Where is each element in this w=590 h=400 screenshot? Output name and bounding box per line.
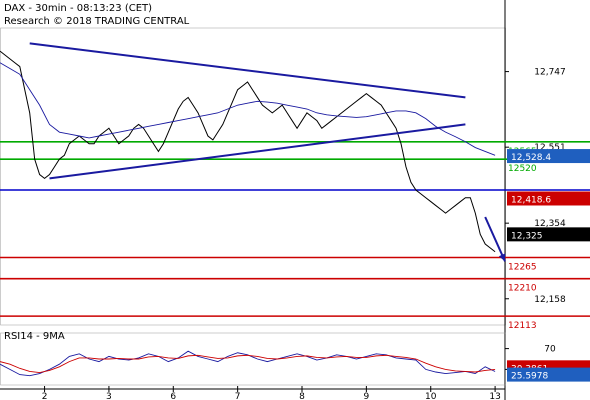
x-tick-label: 10	[425, 392, 437, 400]
y-tick-label: 12,158	[534, 295, 566, 305]
level-label-12520: 12520	[508, 164, 537, 174]
rsi-y-tick-label: 70	[544, 345, 556, 355]
price-frame	[0, 27, 506, 326]
y-tick-label: 12,551	[534, 143, 566, 153]
price-line	[0, 50, 496, 253]
chart-copyright: Research © 2018 TRADING CENTRAL	[4, 16, 190, 27]
rsi-value-label: 25.5978	[511, 372, 548, 382]
rsi-value-box	[507, 367, 590, 382]
ma-line	[0, 62, 496, 156]
chart-title: DAX - 30min - 08:13:23 (CET)	[4, 3, 152, 14]
ma-value-label: 12,528.4	[511, 153, 551, 163]
boll-value-box	[507, 191, 590, 206]
rsi-panel: 703030.386125.5978	[0, 332, 590, 386]
rsi-label: RSI14 - 9MA	[4, 331, 65, 342]
trendline-2	[49, 123, 466, 180]
trendline-1	[29, 42, 466, 99]
x-tick-label: 8	[299, 392, 305, 400]
y-tick-label: 12,747	[534, 68, 566, 78]
ma-value-box	[507, 149, 590, 164]
y-tick-label: 12,354	[534, 219, 566, 229]
level-label-12113: 12113	[508, 321, 537, 331]
projection-arrow-head	[498, 253, 506, 262]
current-price-box	[507, 227, 590, 242]
rsi-frame	[0, 332, 506, 386]
current-price-label: 12,325	[511, 231, 543, 241]
rsi-ma-line	[0, 354, 496, 373]
x-tick-label: 2	[42, 392, 48, 400]
x-tick-label: 9	[364, 392, 370, 400]
projection-arrow-line	[484, 216, 506, 262]
x-tick-label: 6	[170, 392, 176, 400]
level-label-12265: 12265	[508, 263, 537, 273]
x-tick-label: 3	[106, 392, 112, 400]
x-tick-label: 13	[489, 392, 500, 400]
boll-value-label: 12,418.6	[511, 195, 551, 205]
level-label-12210: 12210	[508, 284, 537, 294]
rsi-line	[0, 350, 496, 377]
x-tick-label: 7	[235, 392, 241, 400]
